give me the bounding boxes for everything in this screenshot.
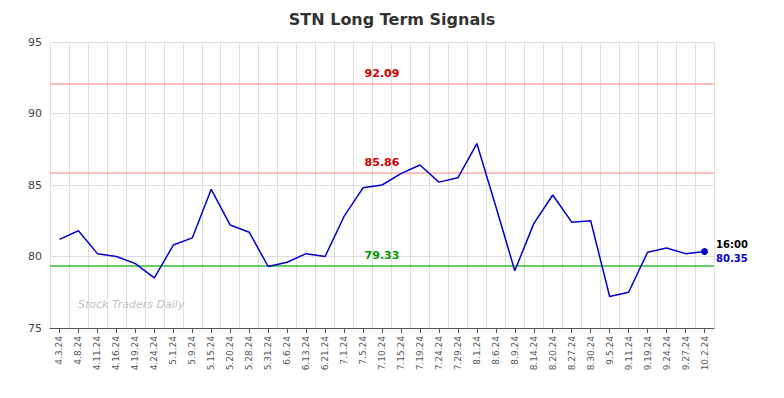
svg-text:8.27.24: 8.27.24 (567, 336, 577, 371)
svg-text:9.11.24: 9.11.24 (624, 336, 634, 371)
svg-text:8.6.24: 8.6.24 (491, 336, 501, 365)
svg-text:5.31.24: 5.31.24 (263, 336, 273, 371)
svg-text:5.28.24: 5.28.24 (244, 336, 254, 371)
svg-text:4.8.24: 4.8.24 (73, 336, 83, 365)
svg-text:90: 90 (28, 107, 42, 120)
svg-text:10.2.24: 10.2.24 (700, 336, 710, 371)
svg-text:8.20.24: 8.20.24 (548, 336, 558, 371)
svg-text:8.1.24: 8.1.24 (472, 336, 482, 365)
svg-text:80.35: 80.35 (716, 253, 748, 264)
svg-text:9.5.24: 9.5.24 (605, 336, 615, 365)
svg-text:7.15.24: 7.15.24 (396, 336, 406, 371)
svg-text:95: 95 (28, 36, 42, 49)
svg-text:9.27.24: 9.27.24 (681, 336, 691, 371)
svg-text:5.1.24: 5.1.24 (168, 336, 178, 365)
svg-text:6.13.24: 6.13.24 (301, 336, 311, 371)
svg-text:STN Long Term Signals: STN Long Term Signals (289, 10, 495, 29)
svg-text:6.6.24: 6.6.24 (282, 336, 292, 365)
svg-text:Stock Traders Daily: Stock Traders Daily (78, 298, 185, 311)
svg-text:85: 85 (28, 179, 42, 192)
svg-text:8.9.24: 8.9.24 (510, 336, 520, 365)
svg-text:9.24.24: 9.24.24 (662, 336, 672, 371)
svg-text:79.33: 79.33 (365, 249, 400, 262)
svg-text:4.19.24: 4.19.24 (130, 336, 140, 371)
svg-text:85.86: 85.86 (365, 156, 400, 169)
svg-text:4.3.24: 4.3.24 (54, 336, 64, 365)
svg-text:5.9.24: 5.9.24 (187, 336, 197, 365)
svg-text:7.29.24: 7.29.24 (453, 336, 463, 371)
svg-text:5.20.24: 5.20.24 (225, 336, 235, 371)
svg-text:16:00: 16:00 (716, 239, 748, 250)
svg-text:8.14.24: 8.14.24 (529, 336, 539, 371)
svg-text:4.24.24: 4.24.24 (149, 336, 159, 371)
svg-text:7.5.24: 7.5.24 (358, 336, 368, 365)
svg-text:7.24.24: 7.24.24 (434, 336, 444, 371)
svg-text:80: 80 (28, 250, 42, 263)
svg-text:8.30.24: 8.30.24 (586, 336, 596, 371)
svg-text:75: 75 (28, 322, 42, 335)
svg-text:6.21.24: 6.21.24 (320, 336, 330, 371)
svg-text:4.16.24: 4.16.24 (111, 336, 121, 371)
svg-text:7.1.24: 7.1.24 (339, 336, 349, 365)
svg-text:7.10.24: 7.10.24 (377, 336, 387, 371)
svg-text:7.19.24: 7.19.24 (415, 336, 425, 371)
svg-text:9.19.24: 9.19.24 (643, 336, 653, 371)
svg-text:5.15.24: 5.15.24 (206, 336, 216, 371)
svg-text:92.09: 92.09 (365, 67, 400, 80)
svg-text:4.11.24: 4.11.24 (92, 336, 102, 371)
